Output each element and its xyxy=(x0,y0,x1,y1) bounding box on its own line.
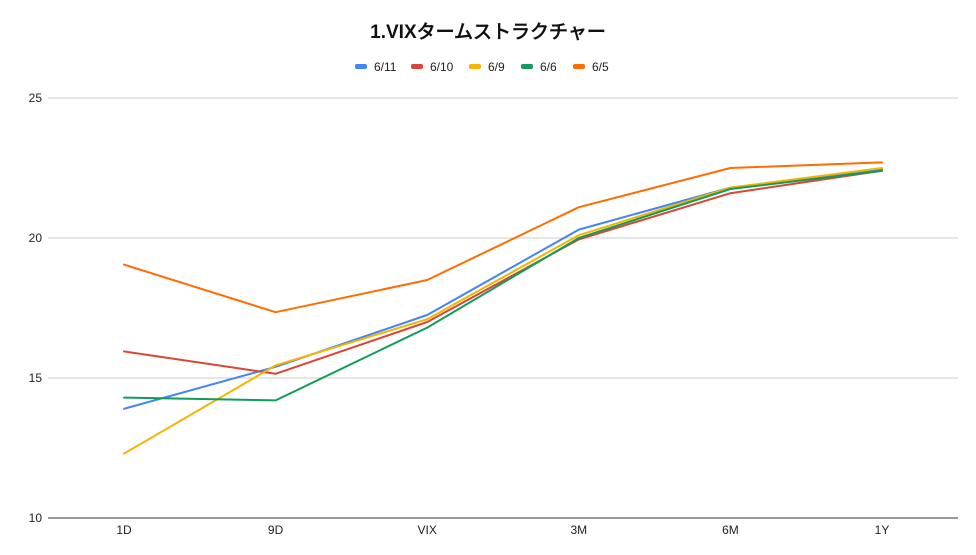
x-tick-label: 6M xyxy=(722,523,739,537)
y-tick-label: 15 xyxy=(29,371,43,385)
x-tick-label: VIX xyxy=(418,523,437,537)
legend-item: 6/6 xyxy=(521,60,557,74)
legend-item: 6/11 xyxy=(355,60,397,74)
y-tick-label: 10 xyxy=(29,511,43,525)
legend-swatch xyxy=(573,64,585,69)
legend-item: 6/10 xyxy=(411,60,454,74)
y-tick-label: 20 xyxy=(29,231,43,245)
x-axis-ticks: 1D 9D VIX 3M 6M 1Y xyxy=(116,523,889,537)
legend-swatch xyxy=(411,64,423,69)
legend-label: 6/10 xyxy=(430,60,454,74)
legend-item: 6/9 xyxy=(469,60,505,74)
legend-swatch xyxy=(469,64,481,69)
legend-label: 6/9 xyxy=(488,60,505,74)
y-axis-ticks: 10 15 20 25 xyxy=(29,91,43,525)
x-tick-label: 3M xyxy=(570,523,587,537)
series-line-6-11 xyxy=(123,168,883,410)
legend-swatch xyxy=(355,64,367,69)
legend: 6/11 6/10 6/9 6/6 6/5 xyxy=(355,60,609,74)
series-line-6-5 xyxy=(123,161,883,314)
chart-title: 1.VIXタームストラクチャー xyxy=(370,21,606,43)
y-tick-label: 25 xyxy=(29,91,43,105)
series-lines xyxy=(123,161,883,455)
legend-item: 6/5 xyxy=(573,60,609,74)
legend-label: 6/6 xyxy=(540,60,557,74)
legend-label: 6/11 xyxy=(374,60,397,74)
legend-swatch xyxy=(521,64,533,69)
x-tick-label: 1D xyxy=(116,523,132,537)
series-line-6-9 xyxy=(123,167,883,455)
series-line-6-6 xyxy=(123,169,883,402)
legend-label: 6/5 xyxy=(592,60,609,74)
x-tick-label: 9D xyxy=(268,523,284,537)
x-tick-label: 1Y xyxy=(875,523,890,537)
series-line-6-10 xyxy=(123,169,883,375)
gridlines xyxy=(48,97,958,519)
